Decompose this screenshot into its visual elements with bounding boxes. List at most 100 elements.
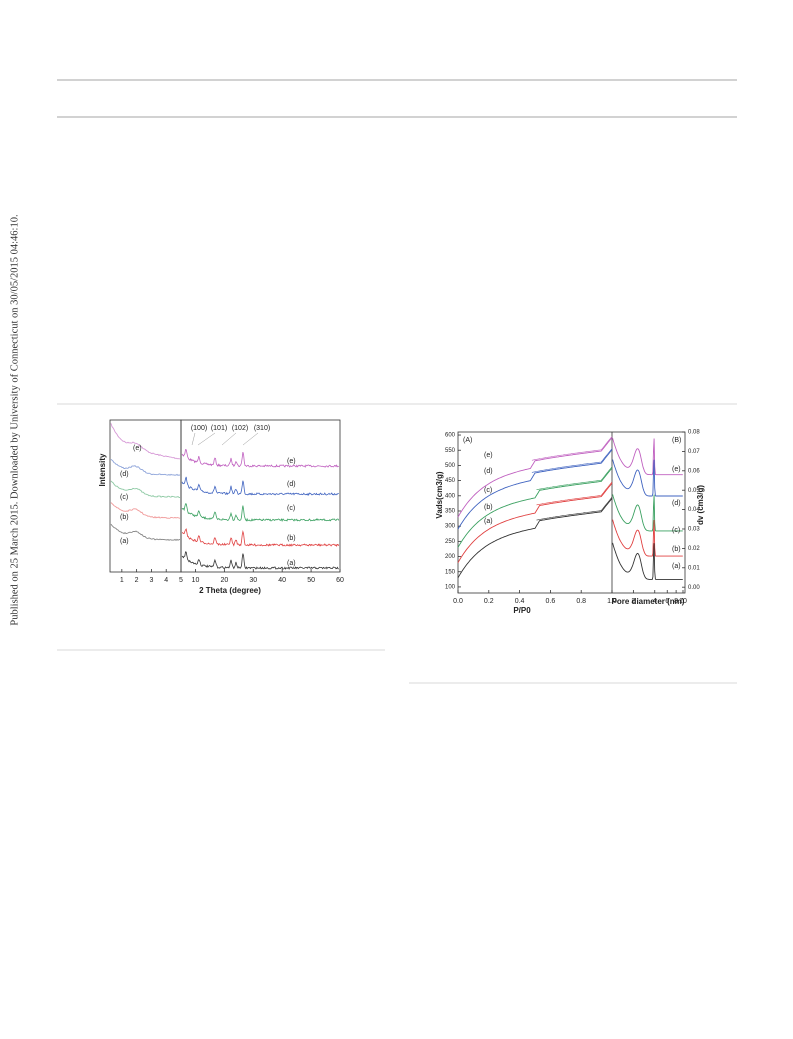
peak-label: (101) (211, 425, 227, 432)
y-tick-label: 0.02 (688, 546, 700, 552)
x-tick-label: 0.4 (515, 598, 525, 605)
leader (242, 432, 259, 446)
curve-label: (d) (287, 481, 296, 488)
x-tick-label: 6 (665, 598, 669, 605)
curve (110, 480, 181, 498)
curve-label: (c) (287, 505, 295, 512)
curve (110, 523, 181, 542)
x-tick-label: 30 (249, 577, 257, 584)
curve (612, 459, 683, 497)
axis-title: Pore diameter (nm) (612, 597, 685, 606)
curve-label: (c) (120, 494, 128, 501)
curve-label: (a) (484, 518, 493, 525)
curve-label: (e) (133, 445, 142, 452)
curve-label: (e) (672, 466, 681, 473)
y-tick-label: 250 (445, 539, 456, 545)
curve (181, 476, 339, 497)
x-tick-label: 3 (149, 577, 153, 584)
axis-title: Vads(cm3/g) (435, 471, 444, 518)
x-tick-label: 50 (307, 577, 315, 584)
y-tick-label: 500 (445, 463, 456, 469)
side-note: Published on 25 March 2015. Downloaded b… (9, 214, 20, 625)
curve-label: (c) (484, 487, 492, 494)
y-tick-label: 200 (445, 554, 456, 560)
curve-label: (d) (484, 468, 493, 475)
curve-label: (b) (484, 504, 493, 511)
curve (110, 502, 181, 519)
curve (457, 467, 613, 548)
x-tick-label: 10 (679, 598, 687, 605)
curve (531, 436, 613, 461)
x-tick-label: 0.8 (576, 598, 586, 605)
x-tick-label: 2 (631, 598, 635, 605)
x-tick-label: 1 (120, 577, 124, 584)
curve (181, 449, 339, 468)
curve-label: (e) (484, 452, 493, 459)
x-tick-label: 8 (674, 598, 678, 605)
curve (110, 423, 180, 460)
curve (181, 528, 340, 547)
curve (457, 449, 613, 530)
curve-label: (a) (672, 563, 681, 570)
leader (191, 432, 196, 446)
curve-label: (d) (672, 500, 681, 507)
curve (181, 551, 339, 570)
y-tick-label: 0.06 (688, 468, 700, 474)
x-tick-label: 40 (278, 577, 286, 584)
x-tick-label: 0.0 (453, 598, 463, 605)
y-tick-label: 0.01 (688, 565, 700, 571)
curve-label: (e) (287, 458, 296, 465)
x-tick-label: 5 (179, 577, 183, 584)
panel-label: (B) (672, 437, 681, 444)
peak-label: (310) (254, 425, 270, 432)
axis-title: dv (cm3/g) (696, 485, 705, 525)
y-tick-label: 150 (445, 569, 456, 575)
curve (457, 498, 613, 579)
peak-label: (100) (191, 425, 207, 432)
y-tick-label: 300 (445, 524, 456, 530)
curve-label: (b) (672, 546, 681, 553)
curve-label: (b) (287, 535, 296, 542)
curve-label: (b) (120, 514, 129, 521)
curve (457, 437, 613, 518)
y-tick-label: 0.05 (688, 488, 700, 494)
y-tick-label: 350 (445, 509, 456, 515)
x-tick-label: 4 (653, 598, 657, 605)
y-tick-label: 0.00 (688, 585, 700, 591)
curve (181, 503, 340, 522)
y-tick-label: 0.04 (688, 507, 700, 513)
axis-box (457, 431, 686, 594)
curve (612, 437, 683, 476)
curve-label: (a) (287, 560, 296, 567)
axis-title: Intensity (98, 453, 107, 486)
curve-label: (a) (120, 538, 129, 545)
x-tick-label: 1.0 (607, 598, 617, 605)
y-tick-label: 0.07 (688, 449, 700, 455)
axis-title: 2 Theta (degree) (199, 586, 261, 595)
y-tick-label: 450 (445, 478, 456, 484)
curve-label: (d) (120, 471, 129, 478)
axis-box (180, 419, 341, 573)
x-tick-label: 0.6 (546, 598, 556, 605)
x-tick-label: 2 (135, 577, 139, 584)
curve (457, 482, 613, 563)
curve (612, 542, 683, 580)
curve (536, 481, 613, 506)
y-tick-label: 550 (445, 448, 456, 454)
curve (612, 519, 683, 557)
x-tick-label: 60 (336, 577, 344, 584)
y-tick-label: 600 (445, 433, 456, 439)
curve (531, 448, 613, 473)
x-tick-label: 10 (192, 577, 200, 584)
x-tick-label: 20 (220, 577, 228, 584)
x-tick-label: 4 (164, 577, 168, 584)
peak-label: (102) (232, 425, 248, 432)
y-tick-label: 100 (445, 585, 456, 591)
panel-label: (A) (463, 437, 472, 444)
leader (221, 432, 237, 446)
curve (536, 496, 613, 521)
y-tick-label: 0.03 (688, 527, 700, 533)
curve (612, 494, 683, 532)
curve-label: (c) (672, 527, 680, 534)
